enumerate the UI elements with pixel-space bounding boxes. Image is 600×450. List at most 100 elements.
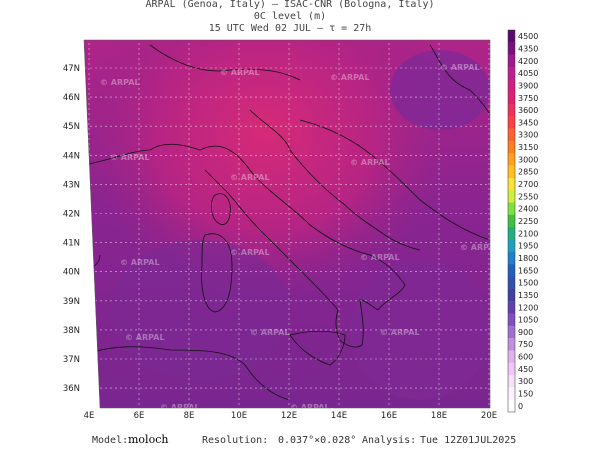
- watermark: © ARPAL: [120, 258, 160, 267]
- colorbar-swatch: [508, 54, 515, 68]
- colorbar-swatch: [508, 103, 515, 117]
- colorbar-label: 3450: [518, 118, 538, 127]
- colorbar-label: 300: [518, 377, 533, 386]
- lat-label: 47N: [63, 64, 80, 74]
- colorbar-swatch: [508, 202, 515, 216]
- colorbar-swatch: [508, 301, 515, 314]
- watermark: © ARPAL: [125, 333, 165, 342]
- colorbar-swatch: [508, 128, 515, 142]
- colorbar-label: 4350: [518, 44, 538, 53]
- watermark: © ARPAL: [250, 328, 290, 337]
- resolution-value: 0.037°×0.028°: [278, 435, 356, 446]
- longitude-labels: 4E 6E 8E 10E 12E 14E 16E 18E 20E: [84, 411, 497, 421]
- lat-label: 39N: [63, 297, 80, 307]
- lat-label: 43N: [63, 180, 80, 190]
- colorbar-label: 600: [518, 353, 533, 362]
- colorbar-label: 2700: [518, 180, 538, 189]
- lat-label: 42N: [63, 210, 80, 220]
- title-line: ARPAL (Genoa, Italy) — ISAC-CNR (Bologna…: [146, 0, 435, 10]
- colorbar-label: 2250: [518, 217, 538, 226]
- colorbar-swatch: [508, 30, 515, 43]
- colorbar-swatch: [508, 165, 515, 179]
- colorbar-swatch: [508, 116, 515, 129]
- watermark: © ARPAL: [230, 173, 270, 182]
- lon-label: 12E: [281, 411, 297, 421]
- colorbar-label: 2100: [518, 229, 538, 238]
- watermark: © ARPAL: [290, 403, 330, 412]
- colorbar-label: 4050: [518, 69, 538, 78]
- lat-label: 41N: [63, 239, 80, 249]
- lat-label: 46N: [63, 93, 80, 103]
- lat-label: 44N: [63, 151, 80, 161]
- colorbar-label: 2550: [518, 192, 538, 201]
- lat-label: 36N: [63, 384, 80, 394]
- colorbar-label: 900: [518, 328, 533, 337]
- colorbar-label: 2400: [518, 205, 538, 214]
- latitude-labels: 47N 46N 45N 44N 43N 42N 41N 40N 39N 38N 37N 36N: [63, 64, 80, 394]
- watermark: © ARPAL: [110, 153, 150, 162]
- colorbar-label: 3600: [518, 106, 538, 115]
- colorbar-label: 1650: [518, 266, 538, 275]
- resolution-label: Resolution:: [202, 435, 268, 446]
- colorbar-swatch: [508, 362, 515, 376]
- colorbar-label: 750: [518, 340, 533, 349]
- map-border: [83, 39, 491, 409]
- colorbar-swatch: [508, 264, 515, 277]
- lon-label: 14E: [331, 411, 347, 421]
- model-label: Model:: [92, 435, 128, 446]
- time-line: 15 UTC Wed 02 JUL – τ = 27h: [209, 23, 372, 34]
- colorbar-swatch: [508, 177, 515, 191]
- colorbar-swatch: [508, 276, 515, 290]
- lon-label: 4E: [84, 411, 95, 421]
- lon-label: 8E: [184, 411, 195, 421]
- colorbar-swatch: [508, 214, 515, 228]
- colorbar-swatch: [508, 79, 515, 92]
- watermarks: © ARPAL © ARPAL © ARPAL © ARPAL © ARPAL © ARP…: [100, 63, 490, 412]
- lon-label: 18E: [431, 411, 447, 421]
- colorbar-swatch: [508, 325, 515, 339]
- subtitle-line: 0C level (m): [254, 11, 326, 22]
- lon-label: 16E: [381, 411, 397, 421]
- lat-label: 38N: [63, 326, 80, 336]
- colorbar-swatch: [508, 66, 515, 80]
- colorbar-swatch: [508, 239, 515, 253]
- colorbar-swatch: [508, 140, 515, 154]
- watermark: © ARPAL: [440, 63, 480, 72]
- colorbar-label: 3150: [518, 143, 538, 152]
- watermark: © ARPAL: [100, 78, 140, 87]
- colorbar-label: 450: [518, 365, 533, 374]
- colorbar-swatch: [508, 313, 515, 327]
- watermark: © ARPAL: [160, 403, 200, 412]
- colorbar-swatch: [508, 251, 515, 265]
- lon-label: 20E: [481, 411, 497, 421]
- colorbar-label: 1950: [518, 242, 538, 251]
- watermark: © ARPAL: [230, 248, 270, 257]
- colorbar-label: 3000: [518, 155, 538, 164]
- colorbar-label: 0: [518, 402, 523, 411]
- colorbar-label: 2850: [518, 168, 538, 177]
- colorbar-swatch: [508, 387, 515, 400]
- lat-label: 40N: [63, 268, 80, 278]
- watermark: © ARPAL: [380, 328, 420, 337]
- analysis-value: Tue 12Z01JUL2025: [420, 435, 516, 446]
- colorbar-label: 1200: [518, 303, 538, 312]
- graticule: [84, 40, 490, 408]
- colorbar-frame: [507, 29, 516, 413]
- colorbar-label: 4500: [518, 32, 538, 41]
- model-name: moloch: [128, 433, 168, 446]
- colorbar-swatch: [508, 338, 515, 351]
- watermark: © ARPAL: [350, 158, 390, 167]
- colorbar-swatch: [508, 350, 515, 364]
- colorbar-swatch: [508, 42, 515, 55]
- coastlines: [84, 44, 490, 401]
- colorbar-swatch: [508, 91, 515, 105]
- watermark: © ARPAL: [360, 253, 400, 262]
- colorbar-swatch: [508, 375, 515, 388]
- colorbar-label: 1500: [518, 279, 538, 288]
- colorbar-label: 1350: [518, 291, 538, 300]
- watermark: © ARPAL: [330, 73, 370, 82]
- colorbar-label: 4200: [518, 57, 538, 66]
- lon-label: 6E: [134, 411, 145, 421]
- colorbar-label: 1800: [518, 254, 538, 263]
